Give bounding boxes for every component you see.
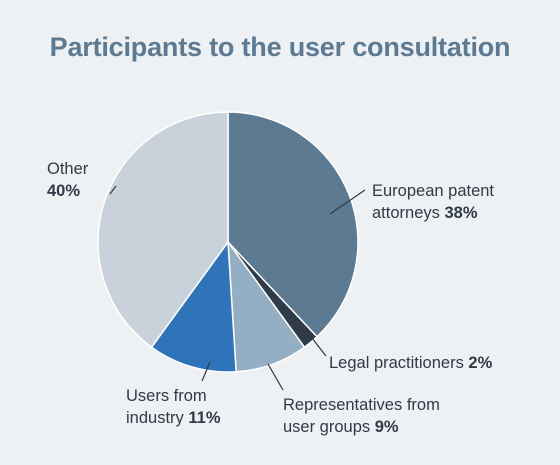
label-percent: 40% xyxy=(47,182,80,200)
label-line: Other xyxy=(47,160,88,178)
label-other: Other 40% xyxy=(47,158,88,202)
label-representatives-from-user-groups: Representatives from user groups 9% xyxy=(283,394,440,438)
label-line: user groups xyxy=(283,418,370,436)
label-percent: 38% xyxy=(444,204,477,222)
label-line: Users from xyxy=(126,387,207,405)
label-legal-practitioners: Legal practitioners 2% xyxy=(329,352,492,374)
pie-slices xyxy=(98,112,358,372)
label-percent: 11% xyxy=(188,409,220,427)
label-line: industry xyxy=(126,409,184,427)
label-european-patent-attorneys: European patent attorneys 38% xyxy=(372,180,494,224)
label-line: attorneys xyxy=(372,204,440,222)
label-percent: 9% xyxy=(375,418,399,436)
label-line: Legal practitioners xyxy=(329,354,464,372)
label-line: Representatives from xyxy=(283,396,440,414)
label-users-from-industry: Users from industry 11% xyxy=(126,385,221,429)
label-percent: 2% xyxy=(468,354,492,372)
leader-line-legal-practitioners xyxy=(312,338,326,356)
leader-line-representatives-from-user-groups xyxy=(268,364,283,390)
label-line: European patent xyxy=(372,182,494,200)
